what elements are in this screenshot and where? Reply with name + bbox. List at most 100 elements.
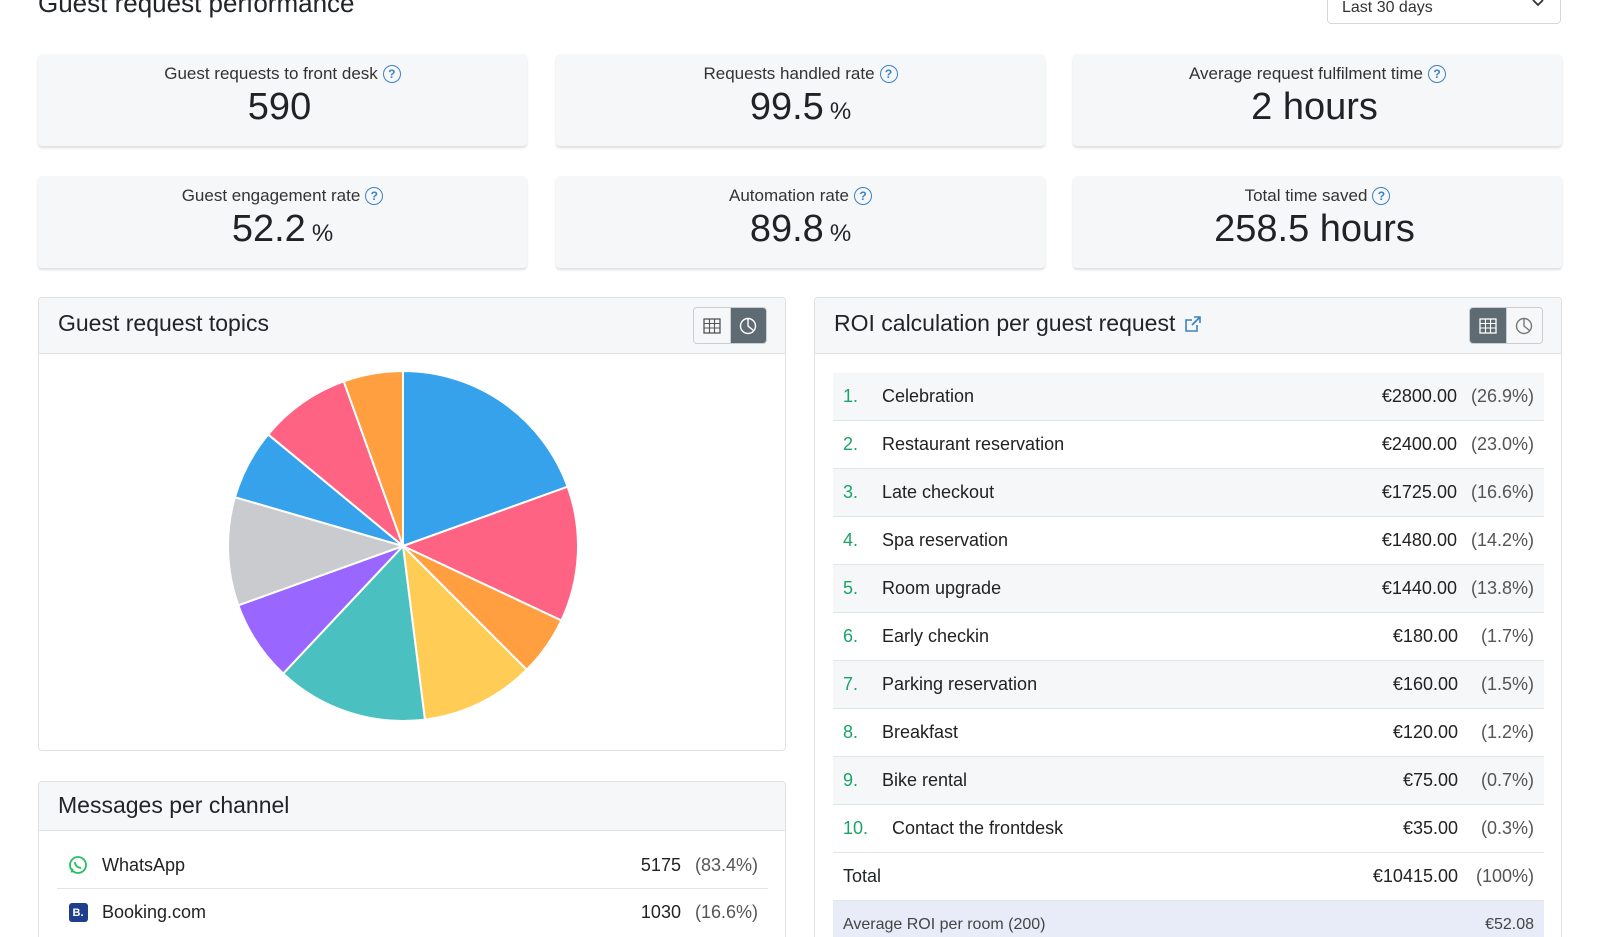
roi-row: 2. Restaurant reservation €2400.00 (23.0… xyxy=(833,421,1544,469)
roi-amount: €1725.00 xyxy=(1381,482,1457,502)
roi-row: 6. Early checkin €180.00 (1.7%) xyxy=(833,613,1544,661)
help-icon[interactable]: ? xyxy=(854,187,872,205)
channel-percent: (83.4%) xyxy=(694,854,758,875)
roi-rank: 2. xyxy=(843,434,859,454)
roi-card: ROI calculation per guest request 1. Cel… xyxy=(814,297,1562,937)
roi-amount: €120.00 xyxy=(1392,722,1458,742)
roi-percent: (1.5%) xyxy=(1480,674,1534,694)
channels-card-title: Messages per channel xyxy=(58,792,290,818)
help-icon[interactable]: ? xyxy=(365,187,384,205)
roi-percent: (23.0%) xyxy=(1470,434,1534,454)
pie-slice-1[interactable] xyxy=(402,369,569,548)
kpi-engagement-rate: Guest engagement rate? 52.2% xyxy=(38,176,527,268)
external-link-icon[interactable] xyxy=(1183,314,1203,334)
roi-topic: Spa reservation xyxy=(882,530,1009,550)
table-view-button[interactable] xyxy=(1470,308,1506,343)
help-icon[interactable]: ? xyxy=(382,65,401,83)
roi-rank: 9. xyxy=(843,770,859,790)
roi-total-amount: €10415.00 xyxy=(1372,866,1458,886)
roi-average-amount: €52.08 xyxy=(1485,916,1534,933)
roi-amount: €2800.00 xyxy=(1381,386,1457,406)
roi-title-text: ROI calculation per guest request xyxy=(834,310,1176,336)
topics-card: Guest request topics xyxy=(38,297,786,751)
pie-slice-5[interactable] xyxy=(281,543,427,722)
chevron-down-icon xyxy=(1532,0,1544,7)
roi-rank: 8. xyxy=(843,722,859,742)
booking-icon: B. xyxy=(67,902,89,924)
help-icon[interactable]: ? xyxy=(1428,65,1447,83)
pie-slice-4[interactable] xyxy=(401,543,529,721)
kpi-value: 99.5% xyxy=(749,86,852,128)
roi-topic: Late checkout xyxy=(882,482,995,502)
roi-percent: (1.7%) xyxy=(1480,626,1534,646)
kpi-automation-rate: Automation rate? 89.8% xyxy=(556,176,1045,268)
topics-card-header: Guest request topics xyxy=(39,298,785,354)
roi-amount: €35.00 xyxy=(1402,818,1458,838)
pie-slice-2[interactable] xyxy=(400,485,579,622)
roi-percent: (13.8%) xyxy=(1470,578,1534,598)
roi-amount: €1480.00 xyxy=(1381,530,1457,550)
channel-percent: (16.6%) xyxy=(694,902,758,922)
roi-amount: €180.00 xyxy=(1392,626,1458,646)
roi-percent: (0.3%) xyxy=(1480,818,1534,838)
help-icon[interactable]: ? xyxy=(879,65,898,83)
roi-average-label: Average ROI per room (200) xyxy=(843,916,1046,933)
kpi-value: 89.8% xyxy=(749,208,852,250)
kpi-value: 590 xyxy=(247,86,312,128)
roi-row: 7. Parking reservation €160.00 (1.5%) xyxy=(833,661,1544,709)
roi-row: 8. Breakfast €120.00 (1.2%) xyxy=(833,709,1544,757)
table-view-button[interactable] xyxy=(694,308,730,343)
roi-row: 9. Bike rental €75.00 (0.7%) xyxy=(833,757,1544,805)
kpi-value: 258.5 hours xyxy=(1214,208,1415,250)
pie-chart-icon xyxy=(1516,317,1533,334)
channel-name: WhatsApp xyxy=(102,854,186,875)
channel-row: B. Booking.com 1030 (16.6%) xyxy=(57,889,768,936)
kpi-handled-rate: Requests handled rate? 99.5% xyxy=(556,54,1045,146)
whatsapp-icon xyxy=(67,854,89,876)
kpi-value: 2 hours xyxy=(1251,86,1378,128)
channels-card: Messages per channel WhatsApp 5175 (83.4… xyxy=(38,781,786,937)
roi-amount: €75.00 xyxy=(1402,770,1458,790)
roi-percent: (14.2%) xyxy=(1470,530,1534,550)
channel-count: 5175 xyxy=(640,854,681,875)
roi-rank: 7. xyxy=(843,674,859,694)
roi-rank: 5. xyxy=(843,578,859,598)
view-toggle xyxy=(693,307,767,344)
kpi-value: 52.2% xyxy=(231,208,334,250)
roi-topic: Bike rental xyxy=(882,770,968,790)
roi-rank: 6. xyxy=(843,626,859,646)
roi-percent: (16.6%) xyxy=(1470,482,1534,502)
pie-chart-icon xyxy=(740,317,757,334)
page-title: Guest request performance xyxy=(38,0,355,18)
date-range-select[interactable]: Last 30 days xyxy=(1327,0,1561,24)
roi-amount: €1440.00 xyxy=(1381,578,1457,598)
kpi-guest-requests: Guest requests to front desk? 590 xyxy=(38,54,527,146)
roi-total-row: Total €10415.00 (100%) xyxy=(833,853,1544,901)
date-range-value: Last 30 days xyxy=(1342,0,1433,16)
kpi-label: Requests handled rate xyxy=(703,64,875,83)
help-icon[interactable]: ? xyxy=(1372,187,1391,205)
kpi-label: Guest requests to front desk xyxy=(164,64,378,83)
roi-topic: Room upgrade xyxy=(882,578,1002,598)
roi-topic: Parking reservation xyxy=(882,674,1038,694)
roi-total-label: Total xyxy=(843,866,882,886)
pie-view-button[interactable] xyxy=(1505,308,1542,343)
roi-percent: (0.7%) xyxy=(1480,770,1534,790)
roi-row: 4. Spa reservation €1480.00 (14.2%) xyxy=(833,517,1544,565)
roi-topic: Breakfast xyxy=(882,722,959,742)
topics-card-title: Guest request topics xyxy=(58,310,269,336)
pie-slice-7[interactable] xyxy=(227,495,407,607)
pie-view-button[interactable] xyxy=(729,308,766,343)
pie-slice-9[interactable] xyxy=(266,380,406,550)
channel-name: Booking.com xyxy=(102,902,207,922)
pie-slice-10[interactable] xyxy=(342,369,404,547)
roi-topic: Early checkin xyxy=(882,626,990,646)
view-toggle xyxy=(1469,307,1543,344)
kpi-label: Total time saved xyxy=(1244,186,1368,205)
roi-row: 10. Contact the frontdesk €35.00 (0.3%) xyxy=(833,805,1544,853)
kpi-label: Automation rate xyxy=(728,186,849,205)
table-icon xyxy=(703,317,721,334)
channels-card-header: Messages per channel xyxy=(39,782,785,831)
roi-percent: (1.2%) xyxy=(1480,722,1534,742)
roi-rank: 1. xyxy=(843,386,859,406)
